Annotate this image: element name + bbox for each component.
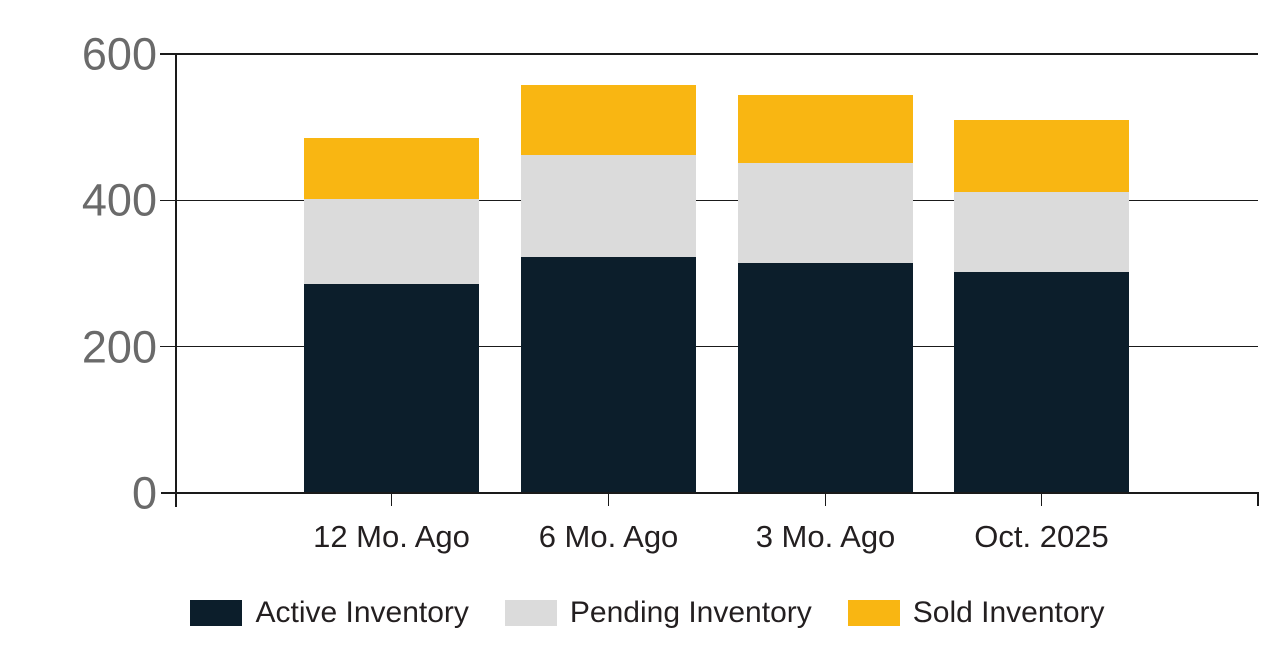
y-tick-400: [160, 199, 175, 202]
legend-label-sold-inventory: Sold Inventory: [912, 596, 1105, 629]
gridline-y-400: [175, 199, 1258, 202]
bar-segment-sold-inventory-6-mo-ago: [521, 84, 696, 155]
bar-segment-active-inventory-6-mo-ago: [521, 256, 696, 493]
y-axis-line: [175, 54, 177, 507]
y-axis-label-400: 400: [81, 174, 157, 226]
bar-segment-pending-inventory-12-mo-ago: [304, 198, 479, 285]
bar-segment-sold-inventory-3-mo-ago: [738, 94, 913, 163]
x-axis-label-6-mo-ago: 6 Mo. Ago: [538, 519, 679, 554]
x-tick-3-mo-ago: [824, 493, 827, 506]
legend: Active Inventory Pending Inventory Sold In…: [0, 598, 1261, 628]
legend-item-sold-inventory: Sold Inventory: [847, 596, 1105, 629]
legend-label-pending-inventory: Pending Inventory: [569, 596, 812, 629]
x-tick-oct-2025: [1040, 493, 1043, 506]
x-tick-12-mo-ago: [390, 493, 393, 506]
y-axis-label-0: 0: [131, 467, 157, 519]
x-axis-label-3-mo-ago: 3 Mo. Ago: [755, 519, 896, 554]
legend-label-active-inventory: Active Inventory: [255, 596, 469, 629]
x-axis-label-12-mo-ago: 12 Mo. Ago: [313, 519, 470, 554]
y-tick-200: [160, 345, 175, 348]
legend-item-pending-inventory: Pending Inventory: [504, 596, 812, 629]
x-tick-6-mo-ago: [607, 493, 610, 506]
bar-segment-active-inventory-12-mo-ago: [304, 284, 479, 493]
legend-item-active-inventory: Active Inventory: [190, 596, 469, 629]
bar-segment-sold-inventory-12-mo-ago: [304, 138, 479, 199]
gridline-y-600: [175, 53, 1258, 55]
y-axis-label-600: 600: [81, 28, 157, 80]
bar-segment-active-inventory-oct-2025: [954, 272, 1129, 493]
bar-segment-active-inventory-3-mo-ago: [738, 262, 913, 493]
gridline-y-200: [175, 345, 1258, 348]
bar-segment-pending-inventory-oct-2025: [954, 192, 1129, 273]
y-tick-600: [160, 53, 175, 55]
legend-swatch-pending-inventory: [504, 600, 557, 626]
y-axis-label-200: 200: [81, 321, 157, 373]
x-tick-axis-end: [1257, 493, 1259, 506]
legend-swatch-sold-inventory: [847, 600, 900, 626]
bar-segment-pending-inventory-3-mo-ago: [738, 163, 913, 263]
bar-segment-pending-inventory-6-mo-ago: [521, 154, 696, 257]
x-axis-label-oct-2025: Oct. 2025: [974, 519, 1109, 554]
legend-swatch-active-inventory: [190, 600, 243, 626]
x-axis-line: [161, 492, 1259, 494]
bar-segment-sold-inventory-oct-2025: [954, 119, 1129, 193]
